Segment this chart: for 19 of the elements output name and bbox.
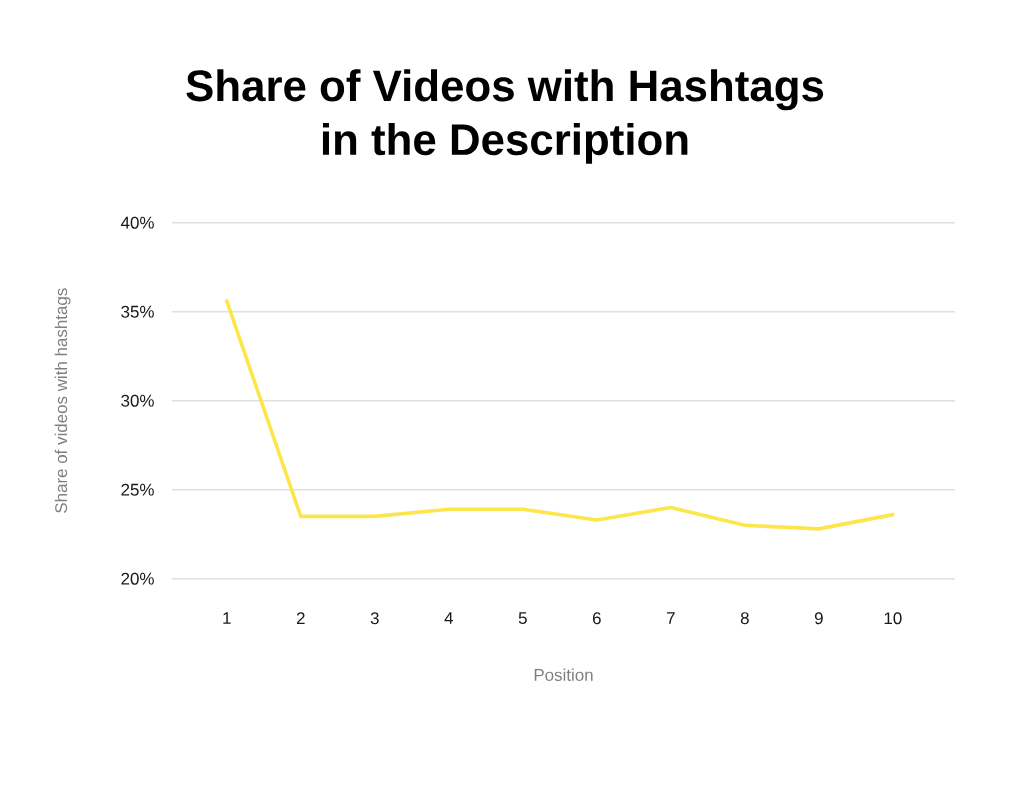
y-tick-label: 30% — [121, 394, 154, 407]
x-axis-title: Position — [534, 668, 593, 681]
y-axis-title: Share of videos with hashtags — [54, 288, 71, 513]
x-tick-label: 2 — [296, 612, 305, 625]
y-tick-label: 40% — [120, 216, 154, 229]
x-tick-label: 5 — [518, 612, 527, 625]
x-tick-label: 10 — [884, 612, 902, 625]
y-tick-label: 20% — [121, 572, 154, 585]
x-tick-label: 8 — [740, 612, 749, 625]
x-tick-label: 1 — [223, 612, 231, 624]
line-series — [224, 299, 895, 531]
x-tick-label: 6 — [592, 612, 601, 625]
x-tick-label: 9 — [814, 612, 823, 625]
x-tick-label: 7 — [666, 612, 675, 624]
y-tick-label: 25% — [121, 483, 154, 496]
chart-title: Share of Videos with Hashtags in the Description — [186, 69, 824, 164]
x-tick-label: 4 — [444, 612, 453, 624]
y-tick-label: 35% — [121, 305, 154, 318]
x-tick-label: 3 — [370, 612, 379, 625]
